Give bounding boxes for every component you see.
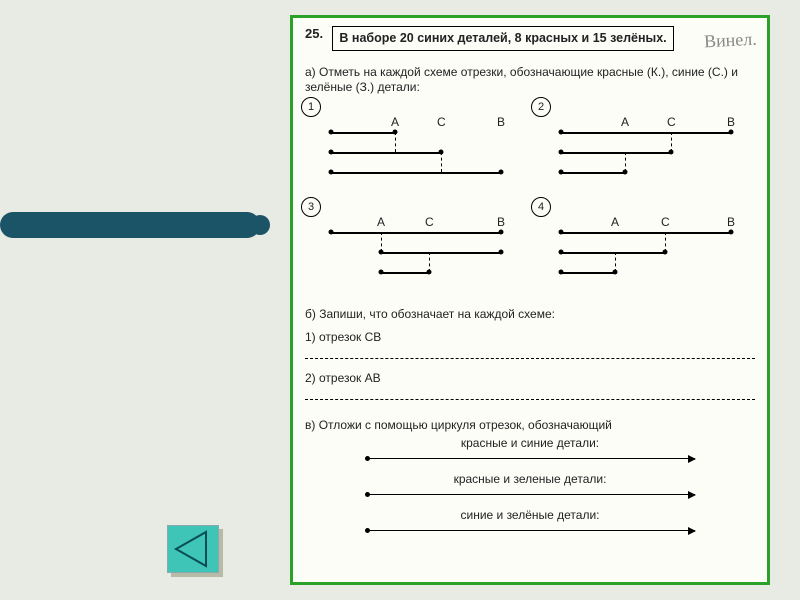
point-label-A: А	[611, 215, 619, 229]
c-label-1: красные и синие детали:	[305, 436, 755, 450]
b-item-2: 2) отрезок АВ	[305, 371, 755, 385]
segment	[331, 232, 501, 234]
point-label-A: А	[391, 115, 399, 129]
back-button[interactable]	[167, 525, 219, 573]
point-label-B: В	[497, 215, 505, 229]
endpoint-dot	[499, 170, 504, 175]
dash-line	[615, 252, 616, 272]
endpoint-dot	[499, 250, 504, 255]
endpoint-dot	[559, 170, 564, 175]
dash-line	[381, 232, 382, 252]
segment	[561, 272, 615, 274]
endpoint-dot	[329, 230, 334, 235]
c-label-3: синие и зелёные детали:	[305, 508, 755, 522]
handwritten-note: Винел.	[704, 29, 758, 53]
point-label-C: С	[667, 115, 676, 129]
endpoint-dot	[329, 130, 334, 135]
segment	[561, 172, 625, 174]
question-number: 25.	[305, 26, 323, 41]
diagram-number: 4	[531, 197, 551, 217]
segment	[381, 272, 429, 274]
diagram-number: 3	[301, 197, 321, 217]
accent-bar	[0, 212, 260, 238]
dash-line	[625, 152, 626, 172]
part-c: в) Отложи с помощью циркуля отрезок, обо…	[305, 418, 755, 538]
diagram-4: 4АСВ	[535, 207, 745, 277]
diagram-number: 1	[301, 97, 321, 117]
ray-2	[365, 488, 695, 502]
dash-line	[441, 152, 442, 172]
endpoint-dot	[329, 150, 334, 155]
endpoint-dot	[559, 150, 564, 155]
dash-line	[665, 232, 666, 252]
ray-3	[365, 524, 695, 538]
segment	[561, 252, 665, 254]
endpoint-dot	[729, 230, 734, 235]
part-a-text: а) Отметь на каждой схеме отрезки, обозн…	[305, 65, 755, 95]
endpoint-dot	[379, 270, 384, 275]
point-label-B: В	[727, 115, 735, 129]
point-label-B: В	[497, 115, 505, 129]
dash-line	[429, 252, 430, 272]
segment	[381, 252, 501, 254]
part-c-text: в) Отложи с помощью циркуля отрезок, обо…	[305, 418, 755, 432]
prompt-box: В наборе 20 синих деталей, 8 красных и 1…	[332, 26, 673, 51]
c-label-2: красные и зеленые детали:	[305, 472, 755, 486]
part-b-text: б) Запиши, что обозначает на каждой схем…	[305, 307, 755, 322]
endpoint-dot	[329, 170, 334, 175]
segment	[331, 152, 441, 154]
b-item-1: 1) отрезок СВ	[305, 330, 755, 344]
triangle-left-icon	[168, 526, 218, 572]
segment	[561, 152, 671, 154]
worksheet-page: Винел. 25. В наборе 20 синих деталей, 8 …	[290, 15, 770, 585]
point-label-C: С	[437, 115, 446, 129]
endpoint-dot	[559, 130, 564, 135]
diagram-number: 2	[531, 97, 551, 117]
segment	[331, 172, 501, 174]
dash-line	[395, 132, 396, 152]
point-label-C: С	[661, 215, 670, 229]
diagram-3: 3АСВ	[305, 207, 515, 277]
segment	[561, 132, 731, 134]
segment	[331, 132, 395, 134]
answer-line-1	[305, 358, 755, 359]
point-label-C: С	[425, 215, 434, 229]
ray-1	[365, 452, 695, 466]
diagrams-area: 1АСВ 2АСВ 3АСВ 4АСВ	[305, 107, 755, 277]
diagram-1: 1АСВ	[305, 107, 515, 177]
endpoint-dot	[559, 230, 564, 235]
segment	[561, 232, 731, 234]
endpoint-dot	[559, 270, 564, 275]
diagram-2: 2АСВ	[535, 107, 745, 177]
answer-line-2	[305, 399, 755, 400]
endpoint-dot	[499, 230, 504, 235]
question-header: 25. В наборе 20 синих деталей, 8 красных…	[305, 26, 755, 51]
dash-line	[671, 132, 672, 152]
point-label-A: А	[621, 115, 629, 129]
point-label-B: В	[727, 215, 735, 229]
endpoint-dot	[559, 250, 564, 255]
endpoint-dot	[729, 130, 734, 135]
point-label-A: А	[377, 215, 385, 229]
